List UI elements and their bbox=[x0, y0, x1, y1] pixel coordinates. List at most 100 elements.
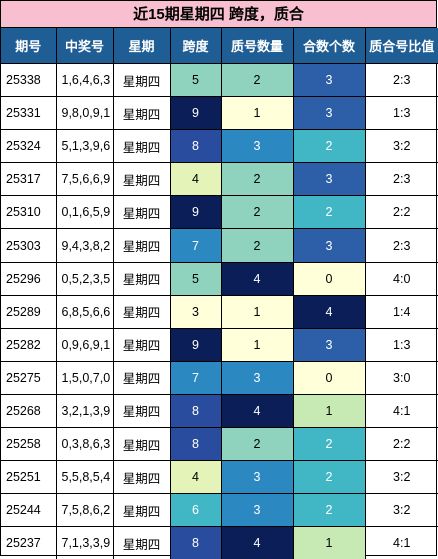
ratio-cell: 2:2 bbox=[364, 195, 438, 230]
prime-count-cell: 4 bbox=[220, 261, 294, 296]
prime-count-cell: 3 bbox=[220, 129, 294, 164]
weekday-cell: 星期四 bbox=[112, 162, 171, 197]
span-cell: 8 bbox=[169, 129, 222, 164]
prime-count-cell: 1 bbox=[220, 96, 294, 131]
span-cell: 9 bbox=[169, 327, 222, 362]
weekday-cell: 星期四 bbox=[112, 261, 171, 296]
header-prime-count: 质号数量 bbox=[220, 28, 294, 64]
prime-count-cell: 2 bbox=[220, 195, 294, 230]
span-cell: 9 bbox=[169, 195, 222, 230]
numbers-cell: 5,1,3,9,6 bbox=[55, 129, 114, 164]
composite-count-cell: 0 bbox=[292, 261, 366, 296]
ratio-cell: 3:2 bbox=[364, 129, 438, 164]
span-cell: 5 bbox=[169, 261, 222, 296]
ratio-cell: 1:4 bbox=[364, 294, 438, 329]
issue-cell: 25268 bbox=[1, 393, 57, 429]
issue-cell: 25324 bbox=[1, 129, 57, 164]
weekday-cell: 星期四 bbox=[112, 393, 171, 429]
composite-count-cell: 2 bbox=[292, 129, 366, 164]
table-row: 25268 3,2,1,3,9 星期四 8 4 1 4:1 bbox=[1, 393, 438, 429]
composite-count-cell: 3 bbox=[292, 62, 366, 98]
header-issue: 期号 bbox=[1, 28, 57, 64]
numbers-cell: 0,3,8,6,3 bbox=[55, 427, 114, 462]
composite-count-cell: 1 bbox=[292, 393, 366, 429]
header-row: 期号 中奖号 星期 跨度 质号数量 合数个数 质合号比值 bbox=[1, 28, 438, 64]
table-row: 25237 7,1,3,3,9 星期四 8 4 1 4:1 bbox=[1, 526, 438, 559]
table-row: 25251 5,5,8,5,4 星期四 4 3 2 3:2 bbox=[1, 460, 438, 495]
ratio-cell: 2:3 bbox=[364, 162, 438, 197]
span-cell: 4 bbox=[169, 162, 222, 197]
composite-count-cell: 3 bbox=[292, 96, 366, 131]
composite-count-cell: 3 bbox=[292, 162, 366, 197]
composite-count-cell: 2 bbox=[292, 427, 366, 462]
prime-count-cell: 1 bbox=[220, 327, 294, 362]
table-row: 25317 7,5,6,6,9 星期四 4 2 3 2:3 bbox=[1, 162, 438, 197]
header-span: 跨度 bbox=[169, 28, 222, 64]
weekday-cell: 星期四 bbox=[112, 493, 171, 528]
table-row: 25244 7,5,8,6,2 星期四 6 3 2 3:2 bbox=[1, 493, 438, 528]
prime-count-cell: 2 bbox=[220, 162, 294, 197]
prime-count-cell: 2 bbox=[220, 228, 294, 263]
numbers-cell: 0,9,6,9,1 bbox=[55, 327, 114, 362]
issue-cell: 25317 bbox=[1, 162, 57, 197]
issue-cell: 25331 bbox=[1, 96, 57, 131]
composite-count-cell: 2 bbox=[292, 493, 366, 528]
table-row: 25275 1,5,0,7,0 星期四 7 3 0 3:0 bbox=[1, 360, 438, 395]
span-cell: 4 bbox=[169, 460, 222, 495]
numbers-cell: 1,6,4,6,3 bbox=[55, 62, 114, 98]
prime-count-cell: 1 bbox=[220, 294, 294, 329]
composite-count-cell: 2 bbox=[292, 460, 366, 495]
stats-table: 期号 中奖号 星期 跨度 质号数量 合数个数 质合号比值 25338 1,6,4,… bbox=[1, 28, 438, 559]
span-cell: 7 bbox=[169, 360, 222, 395]
ratio-cell: 3:0 bbox=[364, 360, 438, 395]
span-cell: 8 bbox=[169, 393, 222, 429]
issue-cell: 25258 bbox=[1, 427, 57, 462]
numbers-cell: 9,4,3,8,2 bbox=[55, 228, 114, 263]
table-row: 25289 6,8,5,6,6 星期四 3 1 4 1:4 bbox=[1, 294, 438, 329]
composite-count-cell: 3 bbox=[292, 228, 366, 263]
composite-count-cell: 3 bbox=[292, 327, 366, 362]
composite-count-cell: 4 bbox=[292, 294, 366, 329]
span-cell: 5 bbox=[169, 62, 222, 98]
weekday-cell: 星期四 bbox=[112, 62, 171, 98]
composite-count-cell: 2 bbox=[292, 195, 366, 230]
prime-count-cell: 4 bbox=[220, 393, 294, 429]
weekday-cell: 星期四 bbox=[112, 294, 171, 329]
numbers-cell: 0,5,2,3,5 bbox=[55, 261, 114, 296]
table-row: 25310 0,1,6,5,9 星期四 9 2 2 2:2 bbox=[1, 195, 438, 230]
numbers-cell: 7,5,6,6,9 bbox=[55, 162, 114, 197]
ratio-cell: 4:1 bbox=[364, 393, 438, 429]
ratio-cell: 4:0 bbox=[364, 261, 438, 296]
composite-count-cell: 0 bbox=[292, 360, 366, 395]
issue-cell: 25251 bbox=[1, 460, 57, 495]
issue-cell: 25275 bbox=[1, 360, 57, 395]
issue-cell: 25289 bbox=[1, 294, 57, 329]
ratio-cell: 2:3 bbox=[364, 228, 438, 263]
ratio-cell: 3:2 bbox=[364, 460, 438, 495]
table-row: 25258 0,3,8,6,3 星期四 8 2 2 2:2 bbox=[1, 427, 438, 462]
table-row: 25331 9,8,0,9,1 星期四 9 1 3 1:3 bbox=[1, 96, 438, 131]
span-cell: 6 bbox=[169, 493, 222, 528]
table-row: 25303 9,4,3,8,2 星期四 7 2 3 2:3 bbox=[1, 228, 438, 263]
table-title: 近15期星期四 跨度，质合 bbox=[1, 1, 436, 28]
prime-count-cell: 3 bbox=[220, 360, 294, 395]
ratio-cell: 2:2 bbox=[364, 427, 438, 462]
issue-cell: 25303 bbox=[1, 228, 57, 263]
weekday-cell: 星期四 bbox=[112, 327, 171, 362]
table-row: 25282 0,9,6,9,1 星期四 9 1 3 1:3 bbox=[1, 327, 438, 362]
issue-cell: 25237 bbox=[1, 526, 57, 559]
prime-count-cell: 2 bbox=[220, 427, 294, 462]
numbers-cell: 0,1,6,5,9 bbox=[55, 195, 114, 230]
weekday-cell: 星期四 bbox=[112, 195, 171, 230]
span-cell: 8 bbox=[169, 427, 222, 462]
weekday-cell: 星期四 bbox=[112, 360, 171, 395]
header-weekday: 星期 bbox=[112, 28, 171, 64]
numbers-cell: 5,5,8,5,4 bbox=[55, 460, 114, 495]
span-cell: 8 bbox=[169, 526, 222, 559]
header-numbers: 中奖号 bbox=[55, 28, 114, 64]
span-cell: 7 bbox=[169, 228, 222, 263]
issue-cell: 25244 bbox=[1, 493, 57, 528]
weekday-cell: 星期四 bbox=[112, 427, 171, 462]
prime-count-cell: 4 bbox=[220, 526, 294, 559]
issue-cell: 25338 bbox=[1, 62, 57, 98]
